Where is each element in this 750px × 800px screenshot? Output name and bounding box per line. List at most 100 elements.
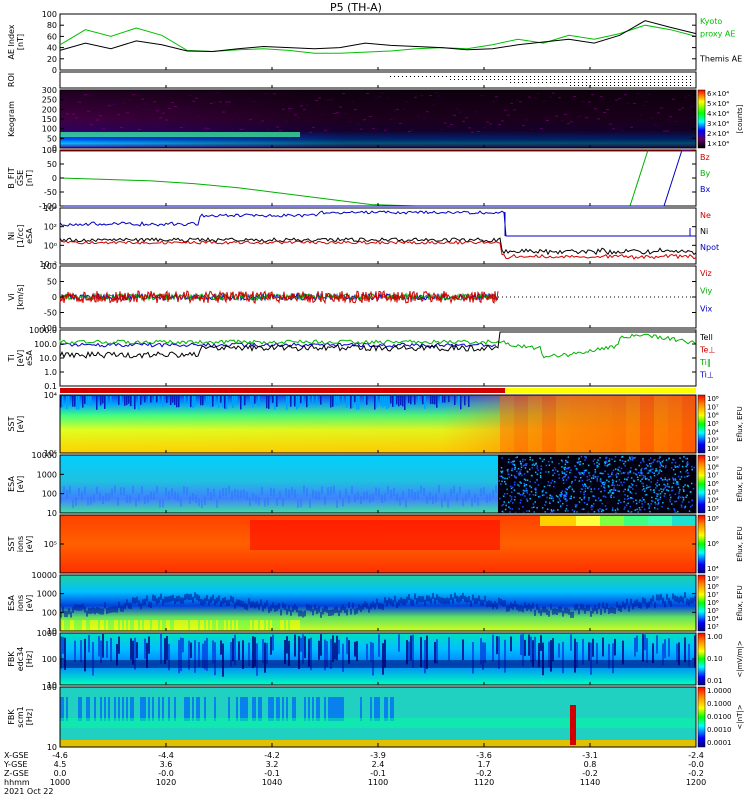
fbk_e-tick-label: 100 [42,655,57,664]
plot-title: P5 (TH-A) [330,1,382,14]
esa_i-tick-label: 10 [47,627,57,636]
ni-tick-label: 10² [44,223,57,232]
x-axis-value: -4.6 [52,751,68,760]
x-axis-value: 1020 [156,778,176,787]
sst_i-ylabel: [eV] [25,536,34,553]
esa_e_cb-colorbar [697,454,706,514]
x-axis-value: -0.1 [370,769,386,778]
ti-legend-entry: Tell [699,333,713,342]
x-axis-value: -0.2 [582,769,598,778]
fbk_e-ylabel: [Hz] [25,651,34,667]
fbk_e_cb-colorbar [697,632,706,686]
esa_e_cb-label: 10⁸ [707,463,719,471]
keogram-ylabel: Keogram [7,101,16,137]
ni-tick-label: 10⁰ [44,241,57,250]
keogram-tick-label: 200 [42,105,57,114]
esa_e_cb-label: 10⁷ [707,472,719,480]
esa_e-tick-label: 100 [42,490,57,499]
sst_i-ylabel: SST [7,536,16,551]
esa_i-tick-label: 100 [42,608,57,617]
sst_i_cb-title: Eflux, EFU [736,526,744,561]
x-axis-value: -0.0 [688,760,704,769]
ti-tick-label: 1000.0 [29,326,57,335]
sst_e_cb-title: Eflux, EFU [736,406,744,441]
sst_i_cb-label: 10⁸ [707,515,719,523]
keogram-tick-label: 50 [47,134,57,143]
status-bar [60,388,696,393]
esa_i_cb-title: Eflux, EFU [736,585,744,620]
x-axis-row-label: Y-GSE [3,760,27,769]
fbk_b_cb-label: 0.0010 [707,726,732,734]
x-axis-value: -0.0 [158,769,174,778]
bx-line [60,149,696,207]
x-axis-value: -3.1 [582,751,598,760]
x-axis-value: 0.0 [54,769,67,778]
esa_i_cb-label: 10⁸ [707,583,719,591]
esa_i-tick-label: 1000 [37,590,57,599]
sst_e_cb-colorbar [697,394,706,454]
fbk-b-spectrogram [59,686,697,748]
ti-tick-label: 0.1 [44,382,57,391]
x-axis-row-label: Z-GSE [4,769,29,778]
fbk_b_cb-label: 0.1000 [707,700,732,708]
keogram-tick-label: 300 [42,86,57,95]
ae-tick-label: 60 [47,32,57,41]
fbk_b-tick-label: 10 [47,743,57,752]
esa_i-ylabel: [eV] [25,595,34,612]
keogram-tick-label: 100 [42,125,57,134]
fbk_b-tick-label: 100 [42,683,57,692]
bfit-ylabel: GSE [16,170,25,186]
x-axis-row-label: hhmm [4,778,30,787]
ae-panel [59,13,697,71]
esa_i_cb-colorbar [697,574,706,632]
ae-legend-entry: Themis AE [699,54,742,63]
bfit-panel [59,149,697,207]
vi-tick-label: 50 [47,278,57,287]
x-axis-value: 1120 [474,778,494,787]
keogram_cb-colorbar [697,89,706,149]
x-axis-row-label: 2021 Oct 22 [4,787,53,796]
esa_e-tick-label: 10 [47,509,57,518]
ni-ylabel: eSA [25,228,34,244]
bfit-tick-label: 50 [47,160,57,169]
ae-legend-entry: proxy AE [700,29,735,38]
vi-tick-label: 0 [52,293,57,302]
vi-ylabel: Vi [7,293,16,301]
roi-panel [59,71,697,89]
vi-tick-label: -100 [39,324,57,333]
fbk_e_cb-label: 0.01 [707,677,723,685]
fbk_e_cb-title: <|mV/m|> [736,640,744,677]
ti-ylabel: Ti [7,355,16,363]
x-axis-value: -2.4 [688,751,704,760]
esa_i-tick-label: 10000 [32,571,57,580]
esa-electron-spectrogram [59,454,697,514]
sst_e_cb-label: 10² [707,445,719,453]
sst_e_cb-label: 10⁵ [707,420,719,428]
sst-ion-spectrogram [59,514,697,574]
fbk_b_cb-label: 1.0000 [707,687,732,695]
fbk_b-ylabel: scm1 [16,706,25,727]
esa_e-ylabel: ESA [7,476,16,492]
esa_i_cb-label: 10⁹ [707,575,719,583]
x-axis-value: 1200 [686,778,706,787]
keogram_cb-label: 2×10⁴ [707,130,729,138]
bfit-tick-label: 100 [42,146,57,155]
fbk_b_cb-label: 0.0100 [707,713,732,721]
x-axis-value: 1100 [368,778,388,787]
sst_e-tick-label: 10⁵ [44,449,57,458]
keogram-panel [59,89,697,149]
ni-legend-entry: Ni [700,227,708,236]
vi-legend-entry: Vix [700,304,713,313]
sst_e-tick-label: 10⁴ [44,391,57,400]
sst_e_cb-label: 10⁷ [707,403,719,411]
esa_e_cb-label: 10⁶ [707,480,719,488]
esa_i_cb-label: 10⁶ [707,599,719,607]
ti-legend-entry: Ti⊥ [699,370,714,379]
vi-tick-label: -50 [44,309,57,318]
esa_i_cb-label: 10⁷ [707,591,719,599]
x-axis-value: -3.9 [370,751,386,760]
x-axis-value: -4.4 [158,751,174,760]
ti-ylabel: eSA [25,350,34,366]
vi-ylabel: [km/s] [16,284,25,310]
